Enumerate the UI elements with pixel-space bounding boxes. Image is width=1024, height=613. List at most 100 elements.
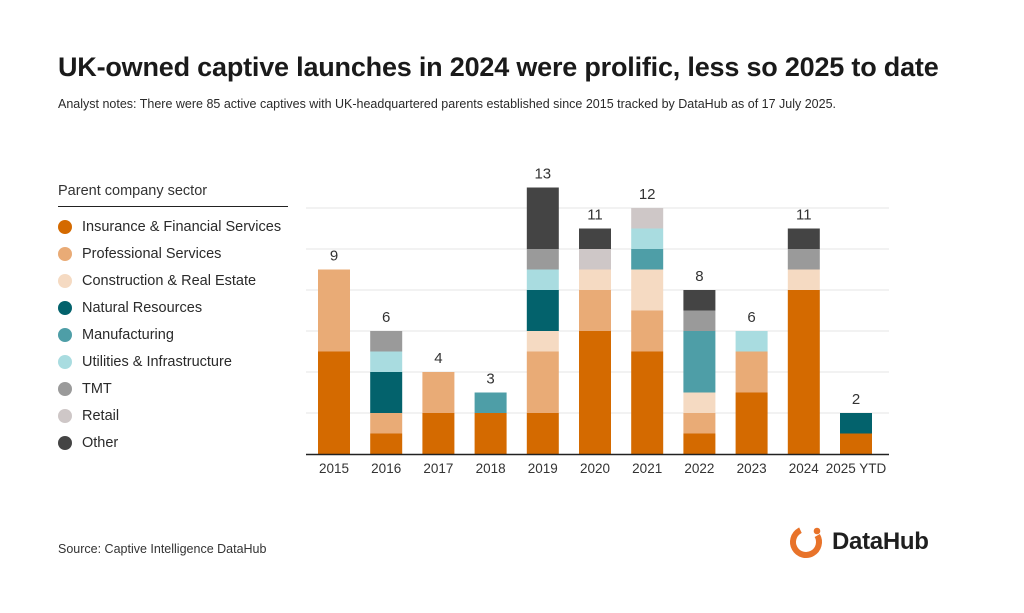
legend-swatch — [58, 381, 72, 396]
bar-segment-natural-resources-2019 — [526, 290, 559, 331]
chart-title: UK-owned captive launches in 2024 were p… — [58, 52, 939, 82]
legend-swatch — [58, 300, 72, 315]
bar-segment-retail-2021 — [631, 208, 664, 229]
x-tick-label-2025-ytd: 2025 YTD — [826, 461, 887, 476]
bar-segment-other-2019 — [526, 187, 559, 249]
bar-segment-construction-and-real-estate-2019 — [526, 331, 559, 352]
x-tick-label-2020: 2020 — [580, 461, 610, 476]
bar-segment-construction-and-real-estate-2021 — [631, 269, 664, 311]
bar-segment-insurance-and-financial-services-2020 — [579, 331, 611, 454]
legend-item-construction-and-real-estate: Construction & Real Estate — [58, 267, 288, 294]
bar-segment-insurance-and-financial-services-2019 — [526, 413, 559, 454]
bar-segment-tmt-2019 — [526, 249, 559, 270]
x-tick-label-2021: 2021 — [632, 461, 662, 476]
total-label-2017: 4 — [434, 350, 442, 367]
legend-label: Utilities & Infrastructure — [82, 353, 232, 370]
datahub-logo: DataHub — [788, 524, 929, 560]
bar-segment-professional-services-2020 — [579, 290, 611, 331]
bar-segment-manufacturing-2022 — [683, 331, 716, 393]
bar-segment-utilities-and-infrastructure-2016 — [370, 351, 403, 372]
legend-label: Natural Resources — [82, 299, 203, 316]
bar-segment-manufacturing-2018 — [474, 392, 507, 413]
bar-segment-construction-and-real-estate-2024 — [787, 269, 820, 290]
bar-segment-insurance-and-financial-services-2021 — [631, 351, 664, 454]
total-label-2018: 3 — [486, 371, 494, 388]
legend-label: Construction & Real Estate — [82, 272, 257, 289]
bar-segment-insurance-and-financial-services-2018 — [474, 413, 507, 454]
legend-item-retail: Retail — [58, 402, 288, 429]
x-tick-label-2015: 2015 — [319, 461, 349, 476]
bar-segment-professional-services-2022 — [683, 413, 716, 434]
bar-segment-insurance-and-financial-services-2024 — [787, 290, 820, 454]
legend-item-tmt: TMT — [58, 375, 288, 402]
legend-swatch — [58, 354, 72, 369]
datahub-logo-icon — [790, 526, 822, 558]
legend-item-natural-resources: Natural Resources — [58, 294, 288, 321]
x-tick-label-2023: 2023 — [737, 461, 767, 476]
bar-segment-professional-services-2019 — [526, 351, 559, 413]
legend-item-manufacturing: Manufacturing — [58, 321, 288, 348]
x-tick-label-2022: 2022 — [684, 461, 714, 476]
x-tick-label-2016: 2016 — [371, 461, 401, 476]
legend-label: TMT — [82, 380, 112, 397]
bar-segment-insurance-and-financial-services-2015 — [318, 351, 350, 454]
bar-segment-insurance-and-financial-services-2016 — [370, 433, 403, 454]
legend-label: Professional Services — [82, 245, 222, 262]
legend-swatch — [58, 327, 72, 342]
bar-segment-utilities-and-infrastructure-2023 — [735, 331, 768, 352]
x-tick-label-2019: 2019 — [528, 461, 558, 476]
legend-swatch — [58, 435, 72, 450]
legend-item-insurance-and-financial-services: Insurance & Financial Services — [58, 213, 288, 240]
bar-segment-insurance-and-financial-services-2022 — [683, 433, 716, 454]
total-label-2019: 13 — [534, 166, 551, 183]
legend-swatch — [58, 273, 72, 288]
bar-segment-tmt-2024 — [787, 249, 820, 270]
bar-segment-professional-services-2015 — [318, 269, 350, 352]
bar-segment-other-2022 — [683, 290, 716, 311]
total-label-2016: 6 — [382, 309, 390, 326]
logo-text: DataHub — [832, 528, 929, 555]
legend-label: Retail — [82, 407, 120, 424]
bar-segment-insurance-and-financial-services-2017 — [422, 413, 455, 454]
bar-segment-professional-services-2021 — [631, 310, 664, 352]
legend-item-professional-services: Professional Services — [58, 240, 288, 267]
legend-label: Other — [82, 434, 119, 451]
bar-segment-insurance-and-financial-services-2025-ytd — [840, 433, 872, 454]
bar-segment-manufacturing-2021 — [631, 249, 664, 270]
legend-item-other: Other — [58, 429, 288, 456]
bar-segment-other-2024 — [787, 228, 820, 249]
total-label-2025-ytd: 2 — [852, 391, 860, 408]
bar-segment-utilities-and-infrastructure-2021 — [631, 228, 664, 249]
x-tick-label-2024: 2024 — [789, 461, 820, 476]
bar-segment-tmt-2022 — [683, 310, 716, 331]
bar-segment-natural-resources-2016 — [370, 372, 403, 413]
legend-title: Parent company sector — [58, 183, 288, 207]
legend-items: Insurance & Financial Services Profession… — [58, 213, 288, 456]
total-label-2021: 12 — [639, 186, 656, 203]
bar-segment-professional-services-2016 — [370, 413, 403, 434]
bar-segment-retail-2020 — [579, 249, 611, 270]
bar-segment-utilities-and-infrastructure-2019 — [526, 269, 559, 290]
bar-segment-other-2020 — [579, 228, 611, 249]
legend: Parent company sector Insurance & Financ… — [58, 183, 288, 456]
total-label-2022: 8 — [695, 268, 703, 285]
legend-label: Insurance & Financial Services — [82, 218, 282, 235]
bar-segment-construction-and-real-estate-2022 — [683, 392, 716, 413]
bar-segment-construction-and-real-estate-2020 — [579, 269, 611, 290]
bar-segment-natural-resources-2025-ytd — [840, 413, 872, 434]
legend-swatch — [58, 219, 72, 234]
bar-segment-insurance-and-financial-services-2023 — [735, 392, 768, 454]
x-tick-label-2018: 2018 — [476, 461, 506, 476]
total-label-2020: 11 — [587, 207, 603, 224]
total-label-2024: 11 — [796, 207, 812, 224]
legend-item-utilities-and-infrastructure: Utilities & Infrastructure — [58, 348, 288, 375]
source-note: Source: Captive Intelligence DataHub — [58, 542, 267, 556]
bar-segment-tmt-2016 — [370, 331, 403, 352]
legend-swatch — [58, 246, 72, 261]
bar-segment-professional-services-2017 — [422, 372, 455, 413]
x-tick-label-2017: 2017 — [423, 461, 453, 476]
bar-segment-professional-services-2023 — [735, 351, 768, 393]
legend-label: Manufacturing — [82, 326, 174, 343]
chart-subtitle: Analyst notes: There were 85 active capt… — [58, 97, 836, 111]
total-label-2023: 6 — [747, 309, 755, 326]
